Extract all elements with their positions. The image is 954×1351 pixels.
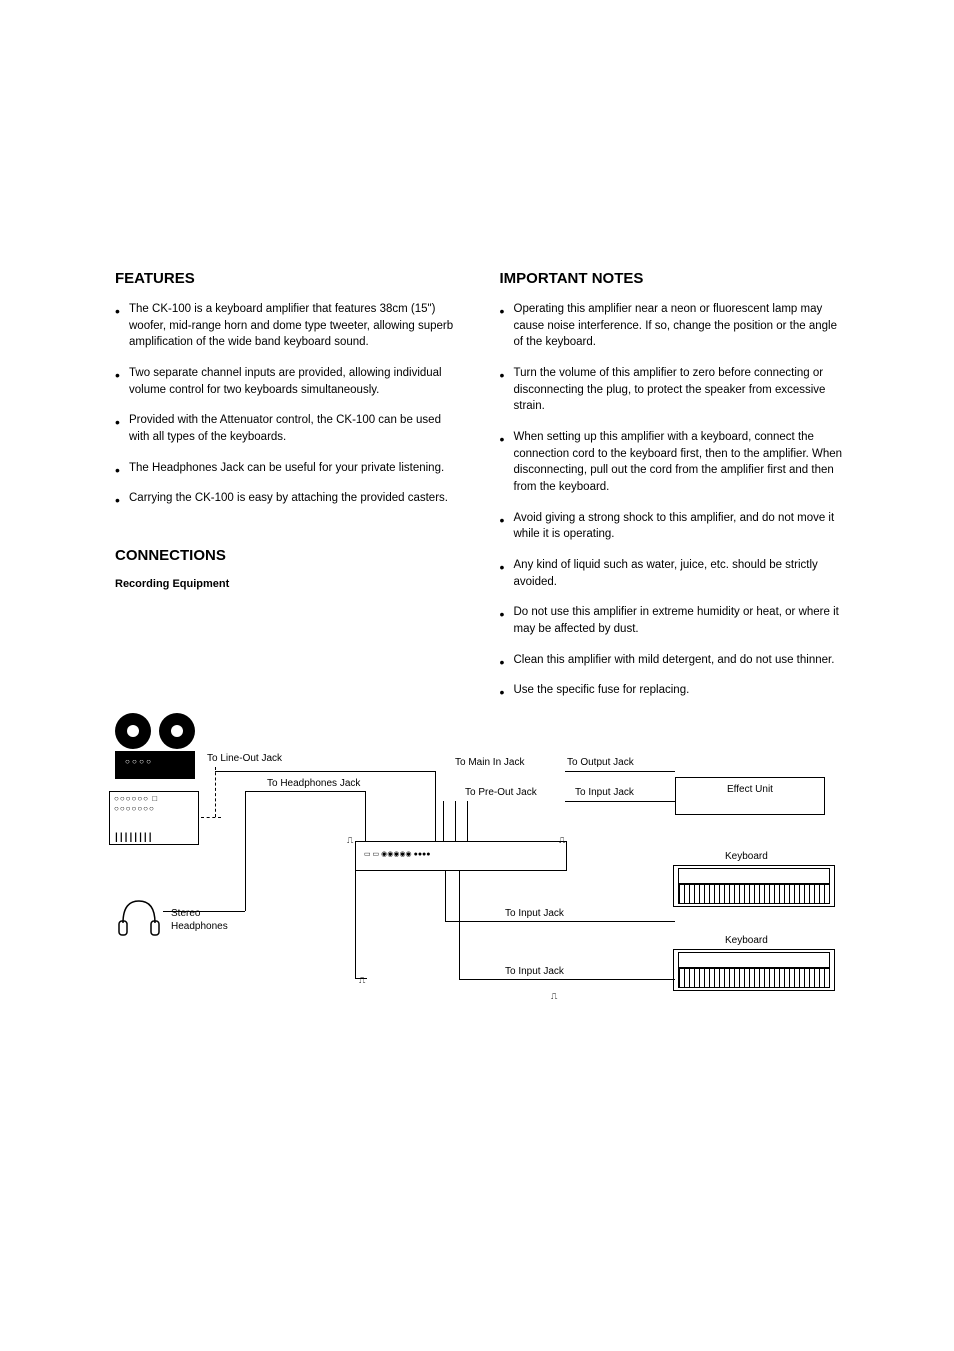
connection-line: [435, 771, 436, 841]
connection-line: [467, 801, 468, 841]
connection-line: [459, 871, 460, 979]
stereo-headphones-label: Headphones: [171, 921, 228, 932]
amplifier-icon: ▭ ▭ ◉◉◉◉◉ ●●●●: [355, 841, 567, 871]
connection-line: [215, 771, 435, 772]
note-item: Use the specific fuse for replacing.: [500, 682, 845, 699]
feature-item: The CK-100 is a keyboard amplifier that …: [115, 301, 460, 351]
note-item: Clean this amplifier with mild detergent…: [500, 652, 845, 669]
connection-line: [365, 791, 366, 841]
keyboard-panel-icon: [678, 868, 830, 884]
tape-reel-icon: [159, 713, 195, 749]
keyboard-icon: [673, 949, 835, 991]
note-item: Do not use this amplifier in extreme hum…: [500, 604, 845, 637]
headphones-jack-label: To Headphones Jack: [267, 778, 360, 789]
input-jack-label: To Input Jack: [505, 966, 564, 977]
connection-line: [215, 767, 216, 817]
mixer-sliders-icon: ┃┃┃┃┃┃┃┃: [114, 833, 153, 842]
keyboard-icon: [673, 865, 835, 907]
connections-diagram: ○ ○ ○ ○ ○○○○○○ □ ○○○○○○○ ┃┃┃┃┃┃┃┃ Stereo…: [115, 713, 835, 1023]
amp-handle-icon: ⎍: [347, 835, 353, 846]
feature-item: Two separate channel inputs are provided…: [115, 365, 460, 398]
input-jack-label: To Input Jack: [505, 908, 564, 919]
features-list: The CK-100 is a keyboard amplifier that …: [115, 301, 460, 507]
connection-line: [455, 801, 456, 841]
connections-heading: CONNECTIONS: [115, 547, 460, 564]
two-column-layout: FEATURES The CK-100 is a keyboard amplif…: [115, 270, 844, 713]
notes-list: Operating this amplifier near a neon or …: [500, 301, 845, 699]
effect-unit-box: Effect Unit: [675, 777, 825, 815]
connection-line: [163, 911, 245, 912]
amp-detail-icon: ▭ ▭ ◉◉◉◉◉ ●●●●: [364, 850, 431, 858]
input-jack-label: To Input Jack: [575, 787, 634, 798]
connection-line: [445, 871, 446, 921]
stereo-headphones-label: Stereo: [171, 908, 200, 919]
connection-line: [445, 921, 675, 922]
connection-line: [459, 979, 675, 980]
keyboard-keys-icon: [678, 968, 830, 988]
mixer-knobs-icon: ○○○○○○ □: [114, 794, 158, 803]
keyboard-panel-icon: [678, 952, 830, 968]
connection-line: [565, 801, 675, 802]
connection-line: [245, 791, 246, 911]
connection-line: [355, 871, 356, 979]
features-heading: FEATURES: [115, 270, 460, 287]
left-column: FEATURES The CK-100 is a keyboard amplif…: [115, 270, 460, 713]
amp-handle-icon: ⎍: [559, 835, 565, 846]
connection-line: [201, 817, 221, 818]
mixer-knobs-icon: ○○○○○○○: [114, 804, 155, 813]
note-item: Avoid giving a strong shock to this ampl…: [500, 510, 845, 543]
note-item: Turn the volume of this amplifier to zer…: [500, 365, 845, 415]
tape-reel-icon: [115, 713, 151, 749]
right-column: IMPORTANT NOTES Operating this amplifier…: [500, 270, 845, 713]
feature-item: Provided with the Attenuator control, th…: [115, 412, 460, 445]
note-item: Operating this amplifier near a neon or …: [500, 301, 845, 351]
notes-heading: IMPORTANT NOTES: [500, 270, 845, 287]
main-in-label: To Main In Jack: [455, 757, 524, 768]
tape-controls-icon: ○ ○ ○ ○: [125, 757, 151, 766]
keyboard-label: Keyboard: [725, 851, 768, 862]
amp-foot-icon: ⎍: [551, 991, 557, 1002]
page-content: FEATURES The CK-100 is a keyboard amplif…: [0, 0, 954, 1083]
connection-line: [443, 801, 444, 841]
feature-item: The Headphones Jack can be useful for yo…: [115, 460, 460, 477]
amp-foot-icon: ⎍: [359, 975, 365, 986]
headphones-icon: [115, 893, 163, 941]
mixer-icon: ○○○○○○ □ ○○○○○○○ ┃┃┃┃┃┃┃┃: [109, 791, 199, 845]
output-jack-label: To Output Jack: [567, 757, 634, 768]
connections-section: CONNECTIONS Recording Equipment: [115, 547, 460, 590]
note-item: Any kind of liquid such as water, juice,…: [500, 557, 845, 590]
pre-out-label: To Pre-Out Jack: [465, 787, 537, 798]
keyboard-keys-icon: [678, 884, 830, 904]
note-item: When setting up this amplifier with a ke…: [500, 429, 845, 496]
keyboard-label: Keyboard: [725, 935, 768, 946]
recording-equipment-label: Recording Equipment: [115, 578, 460, 590]
connection-line: [565, 771, 675, 772]
connection-line: [245, 791, 365, 792]
feature-item: Carrying the CK-100 is easy by attaching…: [115, 490, 460, 507]
line-out-label: To Line-Out Jack: [207, 753, 282, 764]
effect-unit-label: Effect Unit: [727, 784, 773, 795]
